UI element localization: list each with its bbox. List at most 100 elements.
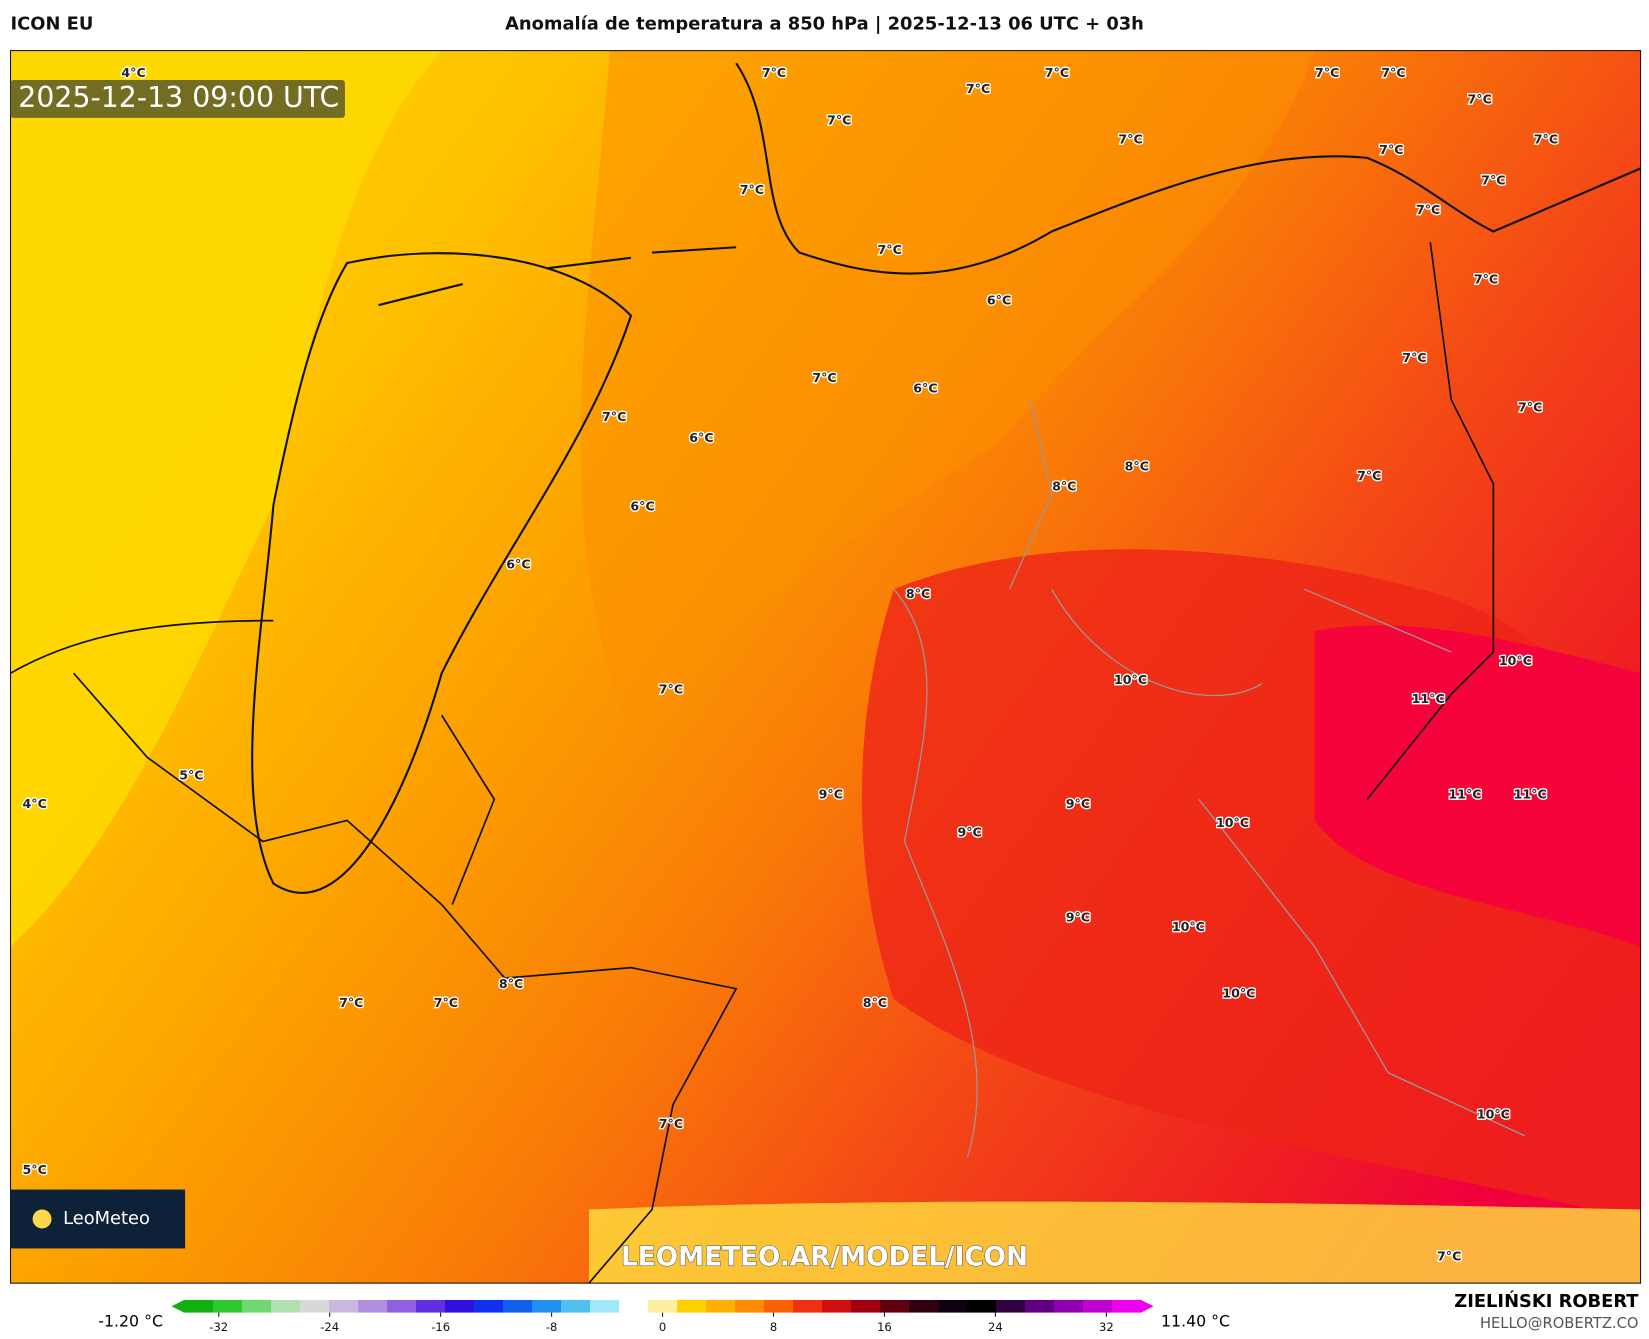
field-zone [580, 50, 1315, 737]
colorbar-swatch [358, 1299, 388, 1313]
temperature-label: 6°C [987, 292, 1011, 307]
temperature-label: 8°C [499, 976, 523, 991]
colorbar-swatch [1083, 1299, 1113, 1313]
temperature-label: 7°C [1534, 131, 1558, 146]
temperature-label: 11°C [1412, 691, 1445, 706]
border [10, 241, 1495, 1284]
temperature-label: 7°C [1481, 173, 1505, 188]
temperature-label: 11°C [1514, 787, 1547, 802]
model-name: ICON EU [11, 13, 94, 34]
colorbar-tick-label: 32 [1099, 1320, 1114, 1334]
timestamp-box [10, 80, 345, 118]
colorbar-swatch [822, 1299, 852, 1313]
colorbar-swatch [242, 1299, 272, 1313]
temperature-label: 8°C [1052, 479, 1076, 494]
colorbar-swatch [1112, 1299, 1142, 1313]
colorbar-arrow [171, 1299, 185, 1313]
temperature-label: 7°C [812, 370, 836, 385]
colorbar-swatch [1054, 1299, 1084, 1313]
colorbar-swatch [532, 1299, 562, 1313]
temperature-label: 10°C [1216, 815, 1249, 830]
map-title: Anomalía de temperatura a 850 hPa | 2025… [505, 13, 1144, 34]
colorbar-tick-label: 16 [877, 1320, 892, 1334]
temperature-label: 11°C [1448, 787, 1481, 802]
temperature-label: 8°C [863, 995, 887, 1010]
colorbar-swatch [764, 1299, 794, 1313]
colorbar-swatch [851, 1299, 881, 1313]
colorbar-swatch [271, 1299, 301, 1313]
temperature-label: 5°C [179, 768, 203, 783]
temperature-label: 7°C [740, 182, 764, 197]
temperature-label: 7°C [659, 1116, 683, 1131]
colorbar-tick-label: 0 [659, 1320, 666, 1334]
colorbar-tick-label: 8 [770, 1320, 777, 1334]
temperature-label: 6°C [506, 556, 530, 571]
temperature-label: 4°C [23, 796, 47, 811]
colorbar-swatch [967, 1299, 997, 1313]
colorbar-swatch [474, 1299, 504, 1313]
temperature-label: 7°C [602, 409, 626, 424]
temperature-label: 7°C [1437, 1248, 1461, 1263]
colorbar-arrow [1141, 1299, 1154, 1313]
temperature-label: 7°C [966, 81, 990, 96]
coastline [378, 62, 1641, 307]
field-zone [588, 1201, 1641, 1284]
colorbar-max: 11.40 °C [1161, 1312, 1230, 1331]
temperature-label: 7°C [1118, 131, 1142, 146]
colorbar-swatch [648, 1299, 678, 1313]
temperature-label: 8°C [906, 586, 930, 601]
colorbar-swatch [300, 1299, 330, 1313]
temperature-label: 7°C [659, 682, 683, 697]
temperature-label: 7°C [339, 995, 363, 1010]
colorbar-swatch [793, 1299, 823, 1313]
temperature-label: 10°C [1499, 653, 1532, 668]
temperature-label: 10°C [1222, 985, 1255, 1000]
field-zone [1314, 625, 1641, 947]
temperature-label: 7°C [1357, 468, 1381, 483]
colorbar-swatch [213, 1299, 243, 1313]
temperature-label: 9°C [819, 787, 843, 802]
temperature-label: 7°C [827, 113, 851, 128]
map [10, 50, 1641, 1284]
colorbar-swatch [938, 1299, 968, 1313]
colorbar-swatch [880, 1299, 910, 1313]
temperature-label: 9°C [1066, 796, 1090, 811]
map-frame [9, 50, 1642, 1284]
colorbar-swatch [184, 1299, 214, 1313]
colorbar-tick-label: -16 [431, 1320, 450, 1334]
temperature-label: 8°C [1125, 459, 1149, 474]
field-zone [10, 50, 442, 947]
colorbar-swatch [329, 1299, 359, 1313]
colorbar-swatch [590, 1299, 620, 1313]
colorbar-swatch [503, 1299, 533, 1313]
temperature-label: 7°C [434, 995, 458, 1010]
logo-text: LeoMeteo [63, 1208, 150, 1229]
email: HELLO@ROBERTZ.CO [1480, 1315, 1639, 1332]
temperature-label: 10°C [1477, 1106, 1510, 1121]
colorbar-swatch [416, 1299, 446, 1313]
temperature-label: 5°C [23, 1162, 47, 1177]
label-layer: 4°C 7°C 7°C 7°C 7°C 7°C 7°C 7°C 7°C 7°C 7°C 7°C 7°C 7… [21, 64, 1559, 1265]
colorbar-tick-label: -24 [320, 1320, 339, 1334]
colorbar-tick-label: 24 [988, 1320, 1003, 1334]
temperature-label: 7°C [1315, 65, 1339, 80]
colorbar-min: -1.20 °C [98, 1312, 163, 1331]
colorbar-swatch [909, 1299, 939, 1313]
colorbar-swatch [996, 1299, 1026, 1313]
temperature-label: 6°C [689, 430, 713, 445]
timestamp: 2025-12-13 09:00 UTC [18, 81, 339, 114]
temperature-label: 9°C [1066, 910, 1090, 925]
coastline [251, 252, 633, 894]
watermark: LEOMETEO.AR/MODEL/ICON [621, 1242, 1028, 1272]
temperature-label: 7°C [1416, 202, 1440, 217]
temperature-label: 7°C [1045, 65, 1069, 80]
colorbar-swatch [706, 1299, 736, 1313]
colorbar-tick-label: -32 [209, 1320, 228, 1334]
temperature-label: 10°C [1172, 919, 1205, 934]
colorbar-swatch [1025, 1299, 1055, 1313]
temperature-label: 7°C [1402, 350, 1426, 365]
logo-sun [32, 1209, 52, 1229]
colorbar-swatch [445, 1299, 475, 1313]
colorbar: -32 -24 -16 -8 0 8 16 24 32 [171, 1299, 1154, 1334]
